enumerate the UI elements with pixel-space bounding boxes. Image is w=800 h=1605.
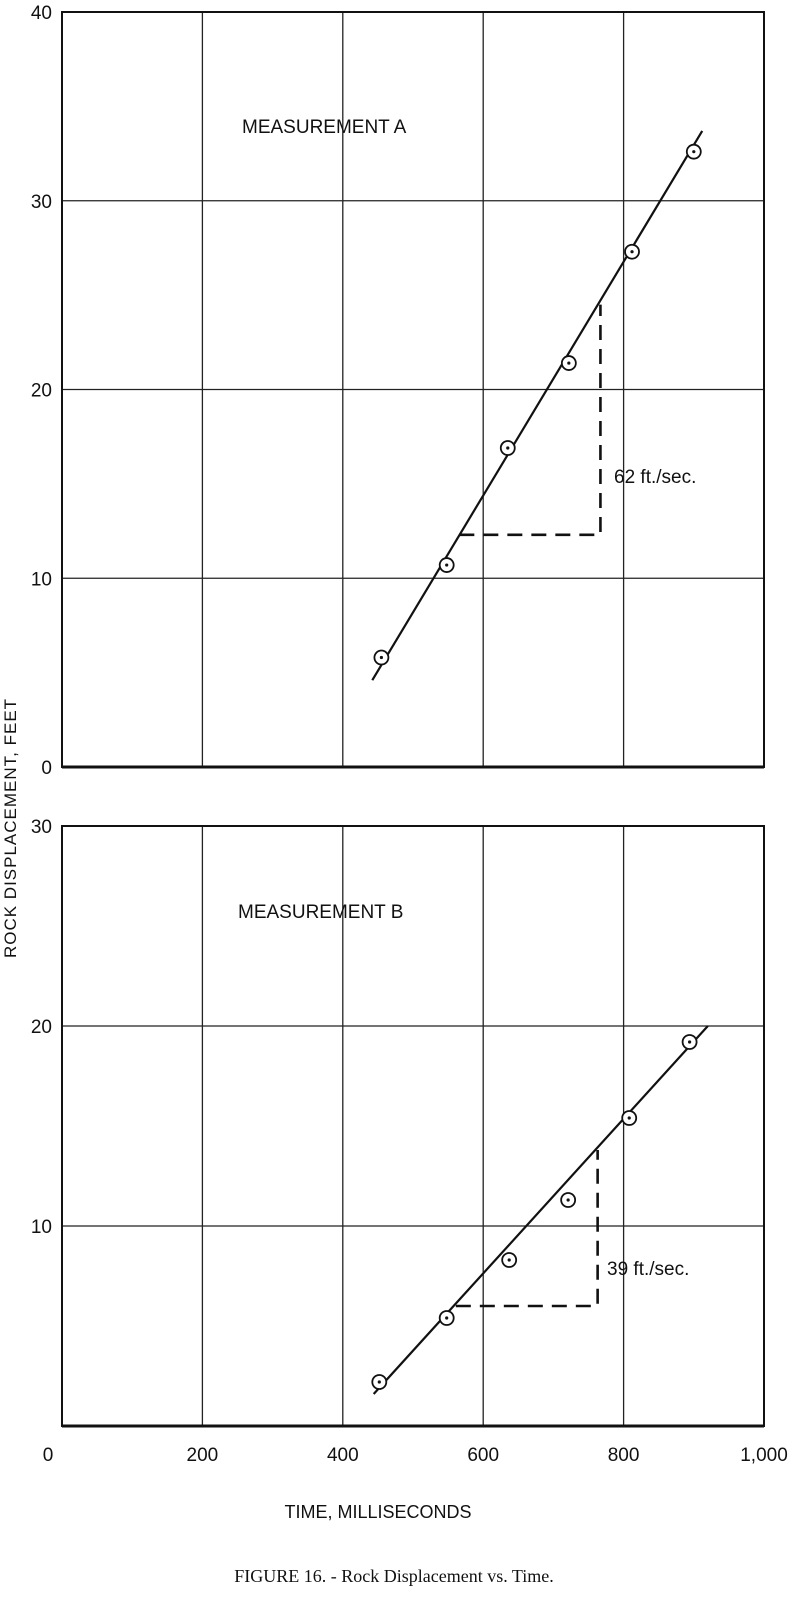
y-tick-label: 0 xyxy=(41,758,52,779)
data-point-center xyxy=(379,655,384,660)
data-point-center xyxy=(445,563,449,567)
slope-triangle xyxy=(455,1150,599,1308)
data-point-center xyxy=(687,1040,692,1044)
data-point-center xyxy=(630,250,634,254)
x-tick-label: 800 xyxy=(608,1445,640,1466)
y-axis-label: ROCK DISPLACEMENT, FEET xyxy=(1,698,20,958)
y-tick-label: 10 xyxy=(31,569,52,590)
data-point-center xyxy=(507,1258,511,1262)
x-tick-label: 1,000 xyxy=(740,1445,788,1466)
x-tick-label: 600 xyxy=(467,1445,499,1466)
y-tick-label: 20 xyxy=(31,381,52,402)
y-tick-label: 20 xyxy=(31,1017,52,1038)
data-point-center xyxy=(692,150,696,154)
panel-measurement-a: 0 10 20 30 40 MEASUREMENT A 62 ft./sec. xyxy=(31,3,765,779)
x-tick-label: 0 xyxy=(43,1445,54,1466)
data-point-center xyxy=(567,361,571,365)
plot-frame xyxy=(61,825,765,1427)
y-tick-label: 30 xyxy=(31,817,52,838)
slope-label: 39 ft./sec. xyxy=(607,1259,689,1280)
panel-measurement-b: 10 20 30 0 200 400 600 800 1,000 MEASUREMENT B 39 … xyxy=(31,817,788,1466)
data-point-center xyxy=(377,1380,381,1384)
x-tick-label: 200 xyxy=(187,1445,219,1466)
x-tick-label: 400 xyxy=(327,1445,359,1466)
data-point-center xyxy=(566,1198,570,1202)
measurement-label: MEASUREMENT B xyxy=(238,902,403,923)
data-point-center xyxy=(445,1316,449,1320)
y-tick-label: 40 xyxy=(31,3,52,24)
measurement-label: MEASUREMENT A xyxy=(242,117,407,138)
y-tick-label: 30 xyxy=(31,192,52,213)
fit-line xyxy=(371,130,704,681)
fit-line xyxy=(372,1025,709,1395)
data-point-center xyxy=(627,1116,631,1120)
slope-label: 62 ft./sec. xyxy=(614,467,696,488)
slope-triangle xyxy=(459,304,602,537)
data-point-center xyxy=(506,446,510,450)
x-axis-label: TIME, MILLISECONDS xyxy=(284,1502,471,1522)
figure-caption: FIGURE 16. - Rock Displacement vs. Time. xyxy=(234,1566,554,1586)
y-tick-label: 10 xyxy=(31,1217,52,1238)
